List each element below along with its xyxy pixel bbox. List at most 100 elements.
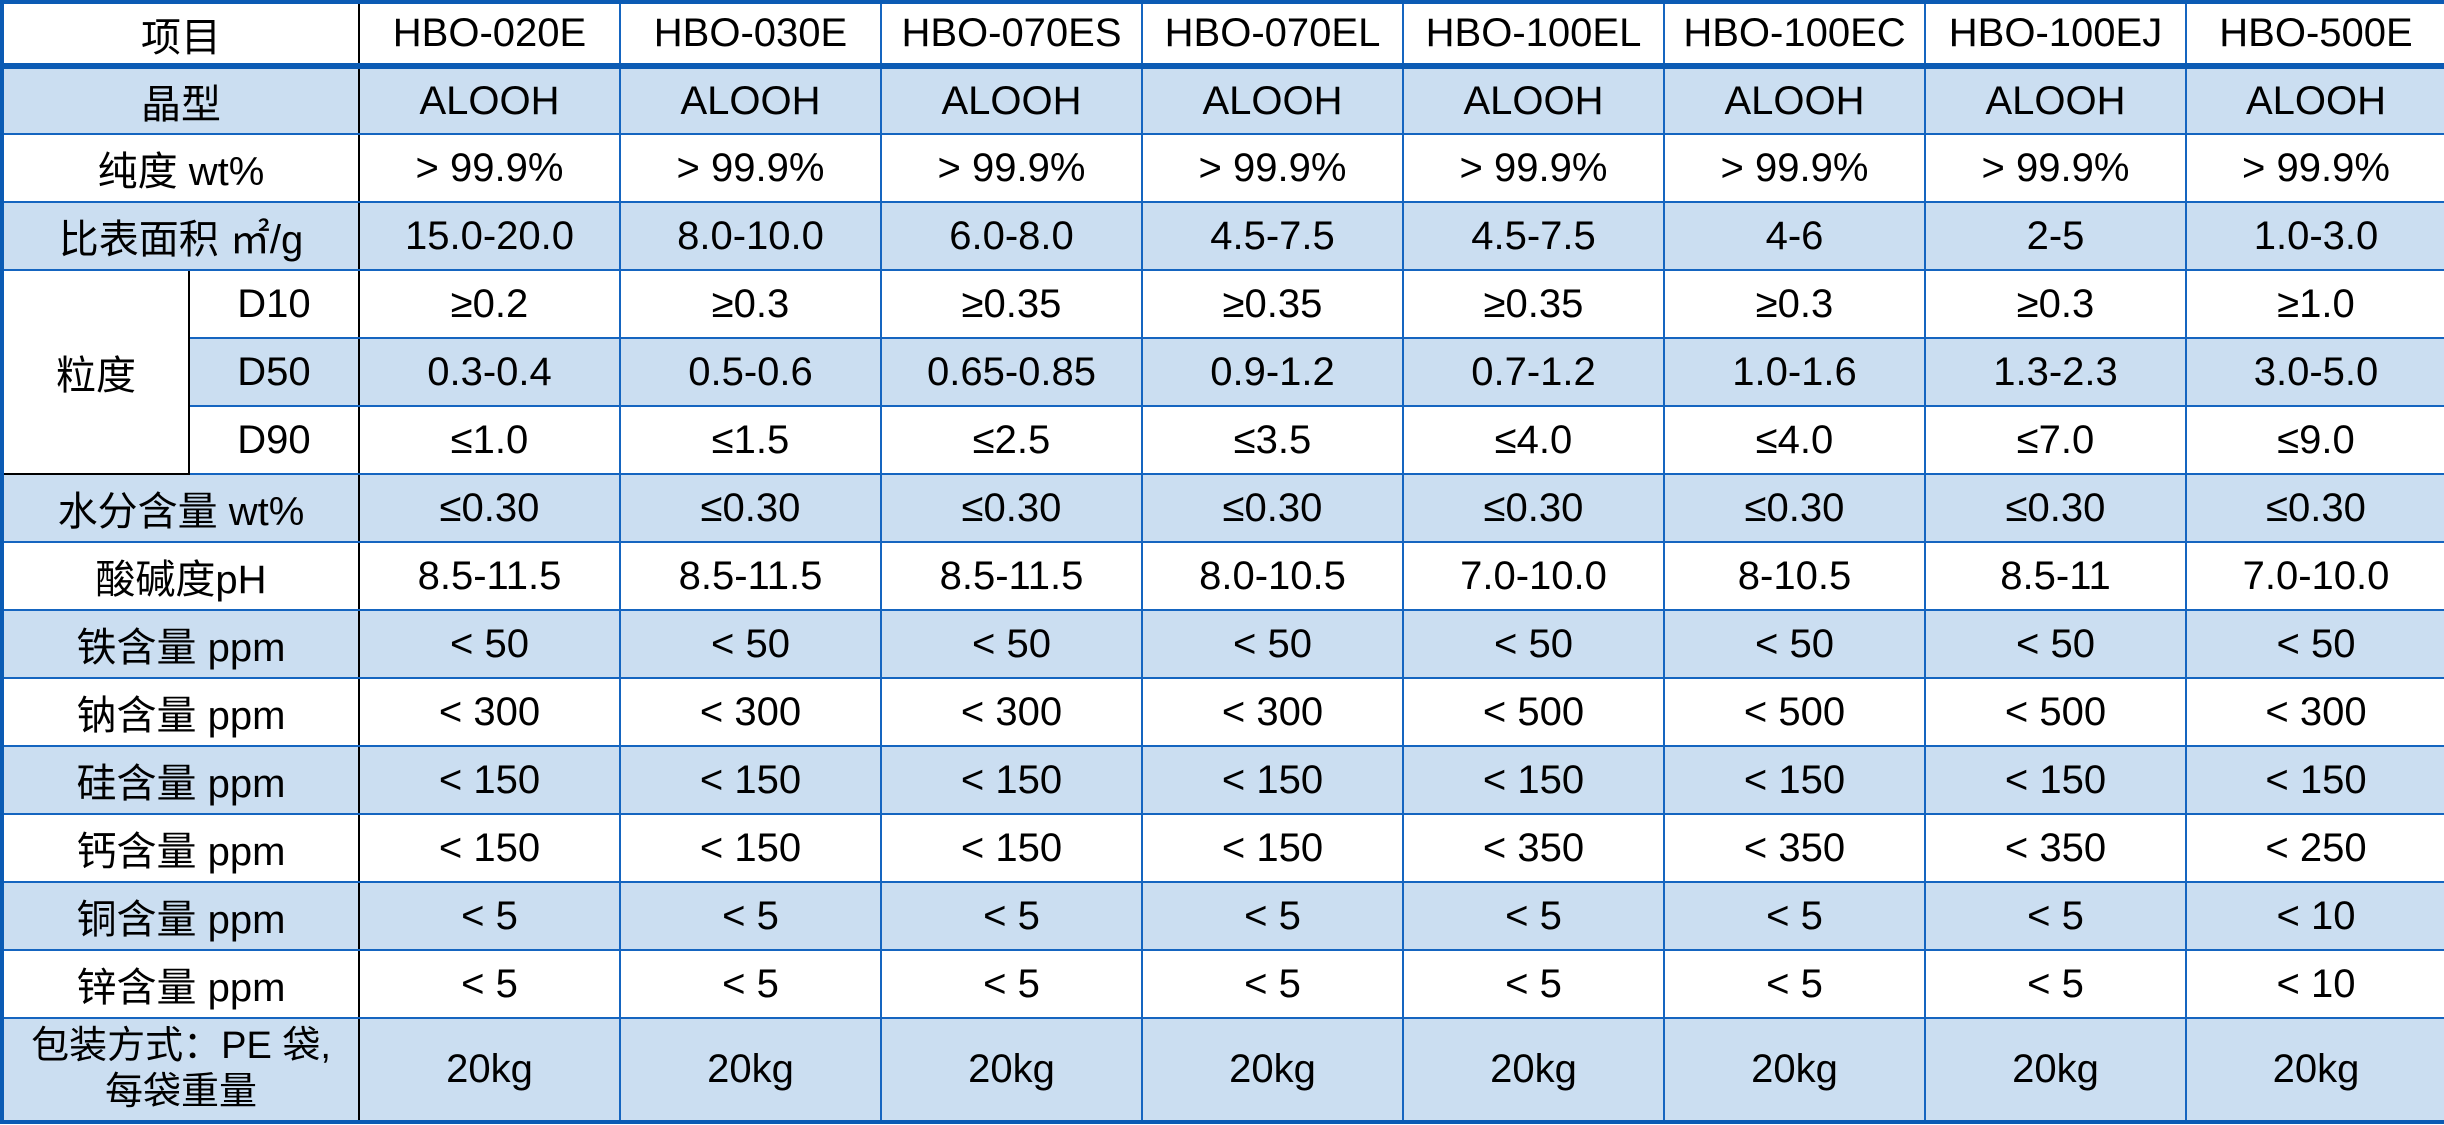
- table-cell: ≤0.30: [2185, 473, 2444, 543]
- table-cell: 7.0-10.0: [1402, 541, 1665, 611]
- table-cell: < 50: [1663, 609, 1926, 679]
- row-label: 硅含量 ppm: [1, 745, 360, 815]
- table-cell: < 150: [1402, 745, 1665, 815]
- table-cell: < 50: [1141, 609, 1404, 679]
- row-copper: 铜含量 ppm < 5 < 5 < 5 < 5 < 5 < 5 < 5 < 10: [1, 881, 2444, 951]
- table-cell: 8.5-11.5: [358, 541, 621, 611]
- table-cell: < 50: [2185, 609, 2444, 679]
- table-cell: 8.0-10.0: [619, 201, 882, 271]
- table-cell: < 5: [1402, 949, 1665, 1019]
- table-cell: ≥0.3: [1663, 269, 1926, 339]
- table-cell: 1.0-3.0: [2185, 201, 2444, 271]
- row-label: 纯度 wt%: [1, 133, 360, 203]
- table-cell: 0.5-0.6: [619, 337, 882, 407]
- table-cell: ≤4.0: [1663, 405, 1926, 475]
- row-zinc: 锌含量 ppm < 5 < 5 < 5 < 5 < 5 < 5 < 5 < 10: [1, 949, 2444, 1019]
- table-cell: ALOOH: [1141, 65, 1404, 135]
- table-cell: < 50: [619, 609, 882, 679]
- row-ph: 酸碱度pH 8.5-11.5 8.5-11.5 8.5-11.5 8.0-10.…: [1, 541, 2444, 611]
- table-cell: < 5: [1924, 881, 2187, 951]
- table-cell: < 150: [1141, 813, 1404, 883]
- table-cell: > 99.9%: [1141, 133, 1404, 203]
- table-cell: < 5: [619, 949, 882, 1019]
- table-cell: 20kg: [619, 1017, 882, 1123]
- table-cell: > 99.9%: [880, 133, 1143, 203]
- table-cell: < 5: [619, 881, 882, 951]
- table-cell: < 150: [1663, 745, 1926, 815]
- column-header: HBO-070ES: [880, 1, 1143, 69]
- table-cell: < 5: [358, 949, 621, 1019]
- table-cell: > 99.9%: [1924, 133, 2187, 203]
- table-cell: 0.7-1.2: [1402, 337, 1665, 407]
- table-cell: < 150: [619, 813, 882, 883]
- table-cell: ALOOH: [2185, 65, 2444, 135]
- table-cell: 0.65-0.85: [880, 337, 1143, 407]
- particle-size-label: 粒度: [1, 269, 190, 475]
- table-cell: < 5: [1141, 949, 1404, 1019]
- table-cell: ≥0.35: [880, 269, 1143, 339]
- table-cell: < 300: [2185, 677, 2444, 747]
- table-cell: ≤3.5: [1141, 405, 1404, 475]
- row-purity: 纯度 wt% > 99.9% > 99.9% > 99.9% > 99.9% >…: [1, 133, 2444, 203]
- table-cell: ≤0.30: [1663, 473, 1926, 543]
- table-cell: 20kg: [1141, 1017, 1404, 1123]
- sub-row-label: D90: [188, 405, 360, 475]
- table-cell: ≤1.5: [619, 405, 882, 475]
- table-cell: 8.5-11: [1924, 541, 2187, 611]
- table-cell: 20kg: [358, 1017, 621, 1123]
- table-cell: ≤0.30: [619, 473, 882, 543]
- table-cell: < 50: [1402, 609, 1665, 679]
- table-cell: 15.0-20.0: [358, 201, 621, 271]
- table-cell: ≤9.0: [2185, 405, 2444, 475]
- table-cell: ≥0.3: [619, 269, 882, 339]
- table-cell: < 5: [1402, 881, 1665, 951]
- table-cell: < 5: [880, 881, 1143, 951]
- table-cell: < 150: [880, 745, 1143, 815]
- column-header: HBO-500E: [2185, 1, 2444, 69]
- row-label: 钠含量 ppm: [1, 677, 360, 747]
- table-cell: 20kg: [1924, 1017, 2187, 1123]
- table-cell: ≥1.0: [2185, 269, 2444, 339]
- item-header: 项目: [1, 1, 360, 69]
- table-cell: 20kg: [1663, 1017, 1926, 1123]
- table-cell: ≥0.35: [1402, 269, 1665, 339]
- table-cell: < 300: [880, 677, 1143, 747]
- table-cell: ≤4.0: [1402, 405, 1665, 475]
- table-cell: ALOOH: [880, 65, 1143, 135]
- row-psd-d50: D50 0.3-0.4 0.5-0.6 0.65-0.85 0.9-1.2 0.…: [2, 337, 2444, 407]
- table-cell: < 150: [358, 813, 621, 883]
- table-cell: 1.0-1.6: [1663, 337, 1926, 407]
- table-cell: < 500: [1663, 677, 1926, 747]
- table-cell: < 350: [1924, 813, 2187, 883]
- table-cell: 7.0-10.0: [2185, 541, 2444, 611]
- row-label: 比表面积 ㎡/g: [1, 201, 360, 271]
- row-psd-d10: 粒度 D10 ≥0.2 ≥0.3 ≥0.35 ≥0.35 ≥0.35 ≥0.3 …: [1, 269, 2444, 475]
- column-header: HBO-100EL: [1402, 1, 1665, 69]
- table-cell: < 350: [1402, 813, 1665, 883]
- table-cell: < 150: [619, 745, 882, 815]
- table-cell: < 5: [880, 949, 1143, 1019]
- row-label: 包装方式：PE 袋, 每袋重量: [1, 1017, 360, 1123]
- row-moisture: 水分含量 wt% ≤0.30 ≤0.30 ≤0.30 ≤0.30 ≤0.30 ≤…: [1, 473, 2444, 543]
- header-row: 项目 HBO-020E HBO-030E HBO-070ES HBO-070EL…: [1, 1, 2444, 69]
- table-cell: ALOOH: [358, 65, 621, 135]
- row-label: 钙含量 ppm: [1, 813, 360, 883]
- table-cell: < 5: [358, 881, 621, 951]
- table-cell: < 150: [1924, 745, 2187, 815]
- table-cell: < 50: [1924, 609, 2187, 679]
- row-label: 水分含量 wt%: [1, 473, 360, 543]
- row-packaging: 包装方式：PE 袋, 每袋重量 20kg 20kg 20kg 20kg 20kg…: [1, 1017, 2444, 1123]
- table-cell: ≤0.30: [880, 473, 1143, 543]
- table-cell: > 99.9%: [1402, 133, 1665, 203]
- row-label: 锌含量 ppm: [1, 949, 360, 1019]
- column-header: HBO-100EJ: [1924, 1, 2187, 69]
- table-cell: < 5: [1924, 949, 2187, 1019]
- table-cell: > 99.9%: [358, 133, 621, 203]
- table-cell: ALOOH: [1924, 65, 2187, 135]
- column-header: HBO-100EC: [1663, 1, 1926, 69]
- table-cell: ≤0.30: [1402, 473, 1665, 543]
- table-cell: < 10: [2185, 949, 2444, 1019]
- table-cell: ≥0.2: [358, 269, 621, 339]
- sub-row-label: D50: [188, 337, 360, 407]
- table-cell: < 150: [1141, 745, 1404, 815]
